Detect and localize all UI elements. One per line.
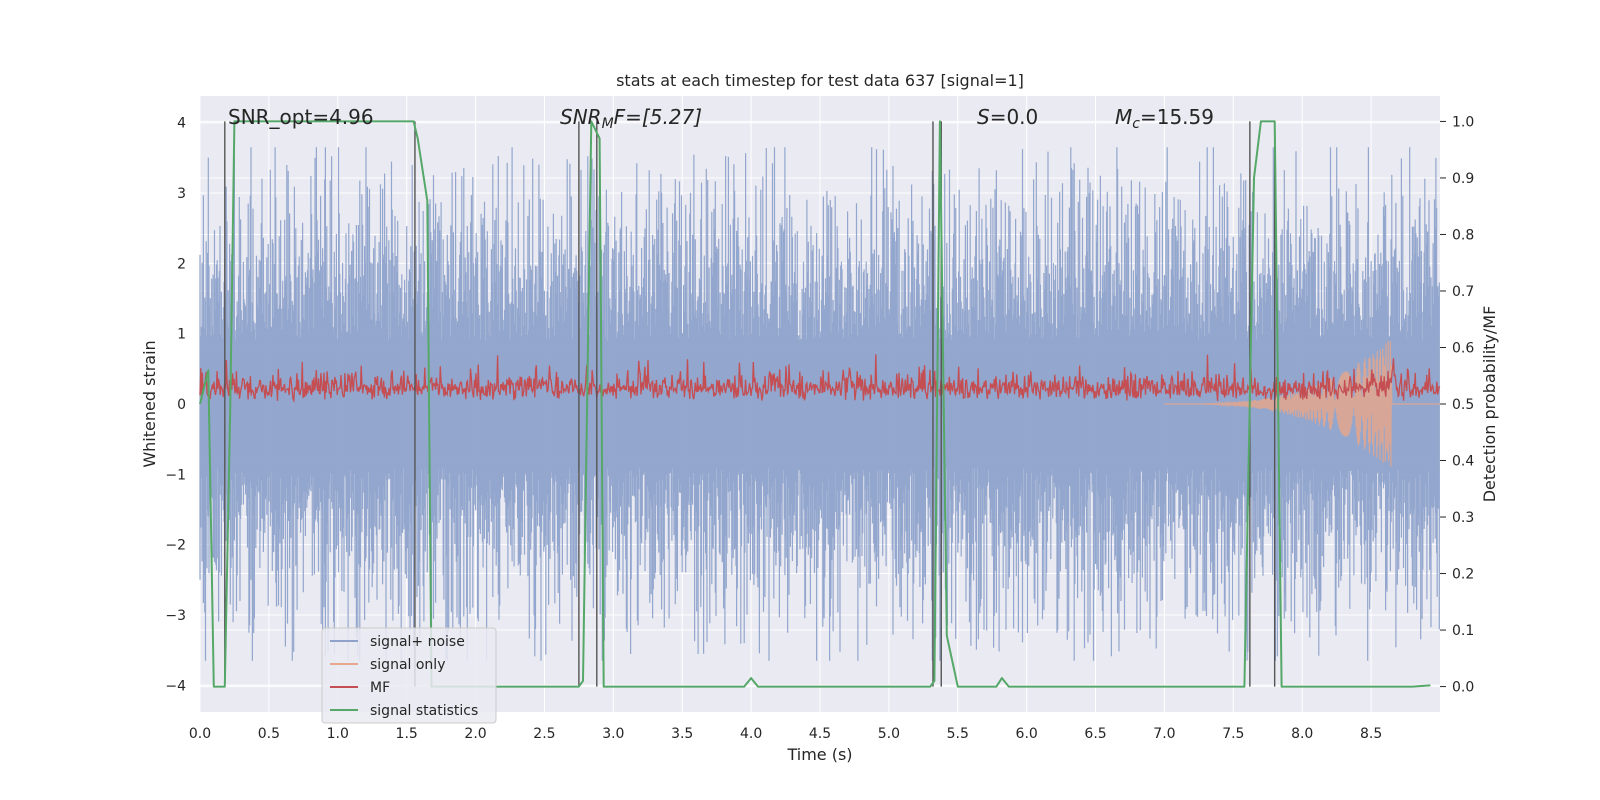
mf-line bbox=[199, 354, 1441, 404]
y-right-tick-label: 0.3 bbox=[1452, 510, 1474, 526]
annotation-snr-mf-rest: F=[5.27] bbox=[614, 105, 702, 129]
mf-series bbox=[199, 354, 1441, 404]
annotation-s-rest: =0.0 bbox=[990, 105, 1039, 129]
x-tick-label: 5.5 bbox=[947, 726, 969, 742]
x-tick-label: 7.0 bbox=[1153, 726, 1175, 742]
annotation-mc-rest: =15.59 bbox=[1140, 105, 1214, 129]
y-left-ticks: −4 −3 −2 −1 0 1 2 3 4 bbox=[165, 116, 186, 695]
annotation-snr-opt: SNR_opt=4.96 bbox=[228, 105, 374, 129]
legend: signal+ noise signal only MF signal stat… bbox=[321, 627, 497, 724]
signal-statistics-line bbox=[199, 120, 1431, 688]
x-tick-label: 4.0 bbox=[740, 726, 762, 742]
y-right-tick-label: 0.6 bbox=[1452, 340, 1474, 356]
y-left-tick-label: 0 bbox=[177, 397, 186, 413]
y-left-tick-label: 2 bbox=[177, 256, 186, 272]
x-tick-label: 1.5 bbox=[396, 726, 418, 742]
y-right-ticks: 0.0 0.1 0.2 0.3 0.4 0.5 0.6 0.7 0.8 0.9 1.0 bbox=[1440, 114, 1474, 696]
chart-title: stats at each timestep for test data 637… bbox=[616, 71, 1024, 90]
y-left-tick-label: −2 bbox=[165, 538, 186, 554]
annotation-mc-italic: M bbox=[1115, 105, 1132, 129]
x-tick-label: 7.5 bbox=[1222, 726, 1244, 742]
x-tick-label: 3.0 bbox=[602, 726, 624, 742]
y-right-tick-label: 0.7 bbox=[1452, 284, 1474, 300]
x-tick-label: 2.0 bbox=[464, 726, 486, 742]
legend-box bbox=[321, 627, 497, 724]
y-right-tick-label: 0.9 bbox=[1452, 171, 1474, 187]
y-right-tick-label: 0.0 bbox=[1452, 680, 1474, 696]
signal-statistics-series bbox=[199, 120, 1431, 688]
legend-label-signal-statistics: signal statistics bbox=[370, 703, 478, 719]
x-tick-label: 6.0 bbox=[1016, 726, 1038, 742]
y-right-tick-label: 0.4 bbox=[1452, 454, 1474, 470]
legend-label-signal-only: signal only bbox=[370, 657, 445, 673]
y-right-tick-label: 0.1 bbox=[1452, 623, 1474, 639]
y-left-axis-label: Whitened strain bbox=[140, 340, 159, 467]
x-tick-label: 5.0 bbox=[878, 726, 900, 742]
x-tick-label: 1.0 bbox=[327, 726, 349, 742]
legend-label-signal-noise: signal+ noise bbox=[370, 634, 465, 650]
annotation-snr-mf-italic: SNR bbox=[560, 105, 602, 129]
y-left-tick-label: 4 bbox=[177, 116, 186, 132]
y-right-tick-label: 0.8 bbox=[1452, 227, 1474, 243]
x-axis-label: Time (s) bbox=[786, 745, 852, 764]
y-right-tick-label: 1.0 bbox=[1452, 114, 1474, 130]
x-tick-label: 0.5 bbox=[258, 726, 280, 742]
x-ticks: 0.0 0.5 1.0 1.5 2.0 2.5 3.0 3.5 4.0 4.5 5.0 5.5 6.0 6… bbox=[189, 726, 1382, 742]
y-left-tick-label: 1 bbox=[177, 327, 186, 343]
y-left-tick-label: −4 bbox=[165, 678, 186, 694]
x-tick-label: 8.0 bbox=[1291, 726, 1313, 742]
annotation-s-italic: S bbox=[977, 105, 990, 129]
annotation-mc: Mc=15.59 bbox=[1115, 105, 1214, 132]
annotation-snr-mf-sub: M bbox=[602, 116, 614, 132]
y-right-tick-label: 0.5 bbox=[1452, 397, 1474, 413]
y-right-tick-label: 0.2 bbox=[1452, 567, 1474, 583]
y-left-tick-label: −1 bbox=[165, 467, 186, 483]
y-right-axis-label: Detection probability/MF bbox=[1480, 306, 1499, 503]
annotation-mc-sub: c bbox=[1132, 116, 1140, 132]
x-tick-label: 0.0 bbox=[189, 726, 211, 742]
annotation-snr-mf: SNRMF=[5.27] bbox=[560, 105, 702, 132]
annotation-s: S=0.0 bbox=[977, 105, 1038, 129]
y-left-tick-label: −3 bbox=[165, 608, 186, 624]
x-tick-label: 3.5 bbox=[671, 726, 693, 742]
y-left-tick-label: 3 bbox=[177, 186, 186, 202]
x-tick-label: 8.5 bbox=[1360, 726, 1382, 742]
x-tick-label: 6.5 bbox=[1084, 726, 1106, 742]
x-tick-label: 2.5 bbox=[533, 726, 555, 742]
legend-label-mf: MF bbox=[370, 680, 390, 696]
x-tick-label: 4.5 bbox=[809, 726, 831, 742]
